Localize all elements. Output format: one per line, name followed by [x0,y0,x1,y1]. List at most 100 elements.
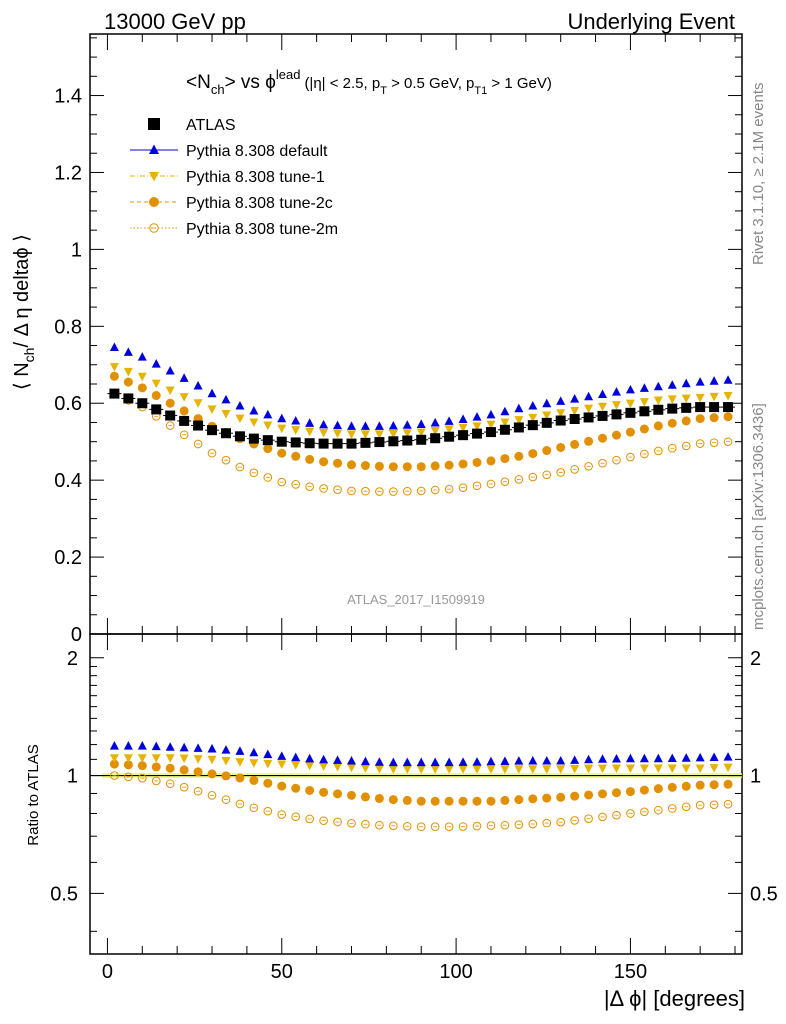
ratio-point [137,741,147,750]
legend-label: Pythia 8.308 tune-1 [186,169,325,186]
data-point [430,461,440,471]
ratio-point [556,792,566,802]
data-point [221,455,231,465]
ratio-point [598,812,607,822]
data-point [277,477,287,487]
ratio-point [458,757,468,766]
data-point [346,460,356,470]
legend-entry: Pythia 8.308 tune-1 [130,169,325,186]
ratio-point [626,809,635,818]
legend-label: ATLAS [186,117,236,134]
ratio-point [639,785,649,795]
header-left: 13000 GeV pp [104,9,246,34]
ratio-point [430,757,440,767]
data-point [653,381,663,391]
ratio-y-axis-label: Ratio to ATLAS [25,744,42,845]
ratio-point [611,788,621,798]
ratio-point [667,764,677,774]
ratio-point [165,754,175,763]
data-point [542,398,552,408]
main-panel: 0 0.2 0.4 0.6 0.8 1 1.2 1.4 <Nch> vs ϕlead(|η| … [11,33,743,646]
data-point [263,421,273,431]
ratio-point [653,764,663,774]
ratio-point [374,764,384,774]
ratio-point [319,762,329,771]
ratio-point [221,757,231,766]
data-point [416,486,426,496]
data-point [611,409,622,420]
data-point [249,468,259,478]
ratio-y-tick-label-right: 2 [750,648,761,670]
data-point [500,477,510,487]
ratio-point [598,789,608,799]
ratio-point [361,819,370,829]
ratio-point [109,741,119,750]
ratio-point [123,760,133,770]
data-point [611,401,621,410]
ratio-point [277,751,287,760]
data-point [612,455,621,465]
ratio-point [305,785,315,795]
data-point [709,402,720,413]
ratio-point [514,795,524,805]
ratio-point [389,821,398,831]
data-point [472,481,482,491]
ratio-point [486,765,496,774]
data-point [248,433,259,444]
data-point [695,377,705,386]
data-point [165,365,175,375]
data-point [165,398,175,408]
mcplots-source-label: mcplots.cern.ch [arXiv:1306.3436] [750,403,767,630]
ratio-point [360,756,370,766]
data-point [653,421,663,431]
data-point [667,418,677,428]
data-point [430,426,440,436]
ratio-point [500,765,510,774]
data-point [556,409,566,418]
ratio-point [612,810,621,820]
ratio-point [611,753,621,763]
data-point [360,437,371,448]
data-point [569,414,580,424]
data-point [570,394,580,403]
data-point [584,404,594,414]
data-point [528,449,538,459]
data-point [332,438,343,449]
ratio-point [221,771,231,781]
ratio-y-tick-label: 1 [67,766,78,788]
data-point [472,428,483,439]
ratio-point [277,760,287,770]
ratio-point [472,757,482,766]
data-point [374,461,384,471]
header: 13000 GeV pp Underlying Event [104,9,735,34]
ratio-point [584,814,593,823]
data-point [220,428,231,439]
ratio-point [528,765,538,774]
ratio-point [263,806,273,816]
data-point [165,410,176,421]
ratio-frame [89,633,743,955]
ratio-point [695,764,705,774]
data-point [653,446,663,456]
data-point [570,465,579,474]
ratio-point [193,786,203,796]
data-point [667,443,677,453]
data-point [333,485,342,495]
ratio-point [528,819,538,829]
legend-entry: Pythia 8.308 default [130,143,328,160]
y-tick-label: 0.6 [54,393,82,415]
ratio-point [319,754,329,764]
ratio-point [556,755,566,765]
data-point [263,473,273,482]
ratio-point [458,765,468,774]
data-point [639,424,649,434]
data-point [193,439,203,449]
ratio-point [598,764,608,774]
ratio-point [709,752,719,762]
data-point [556,396,566,405]
ratio-point [556,765,566,774]
series-pythia-8-308-default [109,342,733,430]
data-point [625,407,636,418]
data-point [221,410,231,419]
